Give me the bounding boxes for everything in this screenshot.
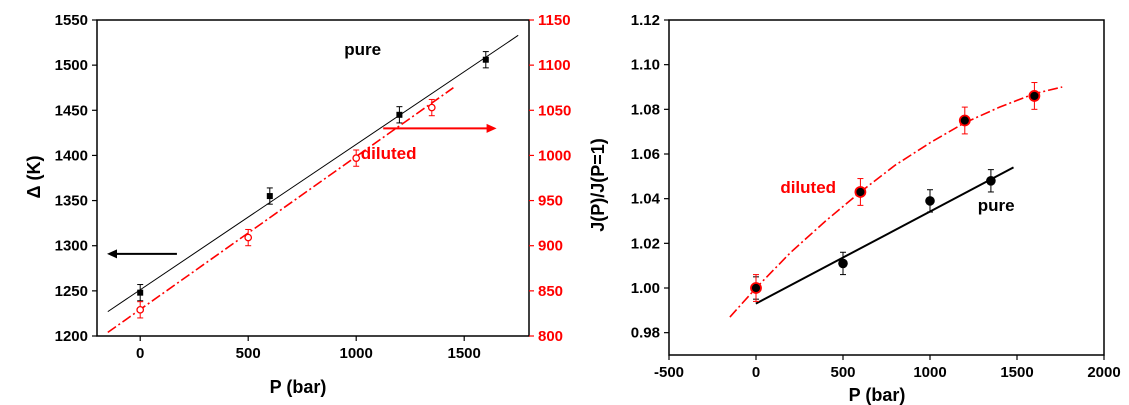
right-y-tick-label: 1.04 (631, 191, 661, 208)
left-y-tick-label: 1500 (55, 57, 88, 74)
diluted-data-point (352, 154, 361, 162)
right-x-tick-label: 1500 (1000, 364, 1033, 381)
left-y-tick-label: 1550 (55, 12, 88, 29)
left-y-tick-label: 1450 (55, 102, 88, 119)
right-x-tick-label: 1000 (913, 364, 946, 381)
left-y2-tick-label: 950 (538, 193, 563, 210)
right-y-tick-label: 1.12 (631, 12, 660, 29)
left-y2-tick-label: 900 (538, 238, 563, 255)
pure-fit-line (107, 34, 519, 313)
left-y2-tick-label: 1100 (538, 57, 571, 74)
pure-data-point (986, 176, 996, 186)
left-y2-tick-label: 1000 (538, 147, 571, 164)
diluted-data-point (427, 103, 436, 112)
left-x-tick-label: 500 (236, 345, 261, 362)
right-y-axis-label: J(P)/J(P=1) (588, 138, 608, 232)
right-chart: P (bar) J(P)/J(P=1) -500 0 500 1000 1500 2000… (588, 12, 1121, 405)
left-y2-tick-label: 1050 (538, 102, 571, 119)
left-x-tick-label: 1000 (340, 345, 373, 362)
right-y-tick-label: 1.00 (631, 280, 660, 297)
pure-annotation: pure (344, 40, 381, 59)
right-x-tick-label: -500 (654, 364, 684, 381)
left-x-axis-label: P (bar) (270, 377, 327, 397)
left-y2-tick-label: 1150 (538, 12, 571, 29)
diluted-data-point (958, 114, 971, 127)
left-y-tick-label: 1400 (55, 147, 88, 164)
left-y-axis-label: Δ (K) (24, 156, 44, 199)
pure-data-point (838, 258, 848, 269)
diluted-annotation: diluted (780, 178, 836, 197)
right-x-tick-label: 500 (830, 364, 855, 381)
right-y-tick-label: 1.06 (631, 146, 660, 163)
diluted-fit-line (729, 86, 1063, 318)
diluted-fit-line (107, 87, 454, 334)
left-plot-frame (96, 19, 530, 337)
right-x-tick-label: 0 (752, 364, 760, 381)
right-y-tick-label: 1.02 (631, 235, 660, 252)
pure-data-point (396, 111, 403, 118)
right-y-tick-label: 0.98 (631, 325, 660, 342)
left-chart: P (bar) Δ (K) 0 500 1000 1500 1200 1250 1300 13… (24, 12, 571, 397)
pure-fit-line (755, 166, 1014, 305)
right-x-axis-label: P (bar) (849, 385, 906, 405)
diluted-annotation: diluted (361, 144, 417, 163)
pure-data-point (482, 56, 489, 63)
left-x-tick-label: 0 (136, 345, 144, 362)
diluted-data-point (244, 233, 253, 242)
left-y-tick-label: 1300 (55, 238, 88, 255)
left-y-tick-label: 1250 (55, 283, 88, 300)
left-y2-tick-label: 800 (538, 328, 563, 345)
right-x-tick-label: 2000 (1087, 364, 1120, 381)
diluted-data-point (1028, 90, 1041, 102)
left-x-tick-label: 1500 (448, 345, 481, 362)
left-y-tick-label: 1350 (55, 193, 88, 210)
left-y-tick-label: 1200 (55, 328, 88, 345)
pure-data-point (137, 289, 144, 296)
left-axis-arrowhead (107, 249, 117, 259)
pure-annotation: pure (978, 196, 1015, 215)
right-axis-arrowhead (486, 123, 497, 133)
right-plot-frame (668, 19, 1105, 356)
diluted-data-point (854, 186, 867, 198)
pure-data-point (925, 196, 935, 206)
diluted-data-point (750, 282, 762, 294)
right-y-tick-label: 1.08 (631, 101, 660, 118)
pure-data-point (266, 193, 273, 200)
left-y2-tick-label: 850 (538, 283, 563, 300)
right-y-tick-label: 1.10 (631, 57, 660, 74)
diluted-data-point (136, 305, 145, 314)
